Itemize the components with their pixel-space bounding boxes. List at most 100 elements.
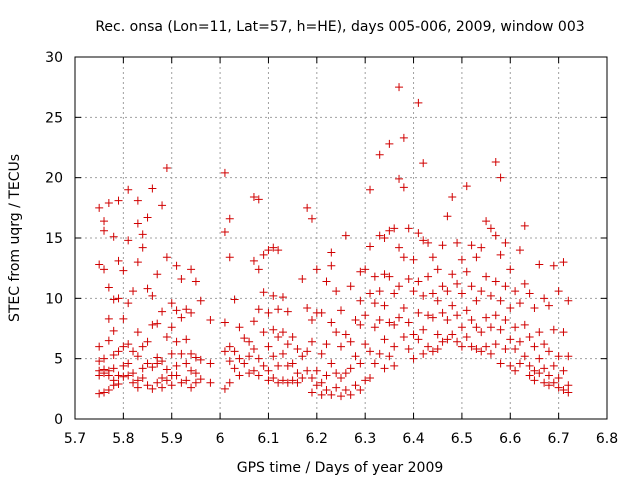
- data-point: [307, 373, 316, 382]
- data-point: [312, 381, 321, 390]
- data-point: [554, 287, 563, 296]
- data-point: [249, 317, 258, 326]
- data-point: [153, 270, 162, 279]
- data-point: [419, 325, 428, 334]
- data-point: [327, 318, 336, 327]
- data-point: [133, 352, 142, 361]
- data-point: [482, 342, 491, 351]
- data-point: [95, 357, 104, 366]
- data-point: [148, 320, 157, 329]
- data-point: [540, 340, 549, 349]
- data-point: [114, 256, 123, 265]
- data-point: [424, 272, 433, 281]
- axis-ticks: [74, 56, 608, 420]
- y-tick-label: 15: [45, 231, 63, 247]
- data-point: [477, 287, 486, 296]
- x-tick-label: 6.6: [499, 431, 521, 447]
- data-point: [191, 353, 200, 362]
- x-axis-label: GPS time / Days of year 2009: [237, 460, 444, 476]
- data-point: [419, 349, 428, 358]
- data-point: [544, 301, 553, 310]
- data-point: [375, 349, 384, 358]
- data-point: [366, 242, 375, 251]
- data-point: [327, 359, 336, 368]
- data-point: [520, 352, 529, 361]
- data-point: [467, 241, 476, 250]
- data-point: [191, 369, 200, 378]
- data-point: [424, 311, 433, 320]
- data-point: [506, 303, 515, 312]
- data-point: [254, 305, 263, 314]
- data-point: [438, 308, 447, 317]
- data-point: [274, 332, 283, 341]
- data-point: [419, 236, 428, 245]
- data-point: [119, 342, 128, 351]
- data-point: [540, 364, 549, 373]
- data-point: [341, 369, 350, 378]
- data-point: [225, 214, 234, 223]
- data-point: [264, 366, 273, 375]
- data-point: [153, 359, 162, 368]
- data-point: [206, 316, 215, 325]
- data-point: [511, 323, 520, 332]
- data-point: [332, 369, 341, 378]
- data-point: [138, 243, 147, 252]
- data-point: [486, 323, 495, 332]
- data-point: [404, 318, 413, 327]
- data-point: [346, 364, 355, 373]
- data-point: [317, 378, 326, 387]
- data-point: [520, 221, 529, 230]
- data-point: [385, 352, 394, 361]
- data-point: [491, 157, 500, 166]
- data-point: [254, 195, 263, 204]
- data-point: [143, 381, 152, 390]
- data-point: [515, 299, 524, 308]
- data-point: [187, 383, 196, 392]
- data-point: [544, 381, 553, 390]
- data-point: [187, 366, 196, 375]
- data-point: [327, 248, 336, 257]
- data-point: [288, 376, 297, 385]
- data-point: [443, 287, 452, 296]
- data-point: [129, 287, 138, 296]
- data-point: [264, 376, 273, 385]
- data-point: [143, 284, 152, 293]
- data-point: [457, 342, 466, 351]
- y-tick-label: 25: [45, 110, 63, 126]
- y-tick-label: 0: [54, 412, 63, 428]
- data-point: [375, 231, 384, 240]
- data-point: [356, 267, 365, 276]
- y-tick-label: 5: [54, 352, 63, 368]
- data-point: [303, 303, 312, 312]
- x-tick-label: 6.8: [596, 431, 618, 447]
- data-point: [278, 376, 287, 385]
- data-point: [496, 325, 505, 334]
- data-point: [525, 361, 534, 370]
- data-point: [148, 363, 157, 372]
- x-tick-label: 5.8: [112, 431, 134, 447]
- data-point: [129, 347, 138, 356]
- data-point: [133, 383, 142, 392]
- data-point: [148, 184, 157, 193]
- data-point: [264, 308, 273, 317]
- data-point: [453, 337, 462, 346]
- data-point: [554, 383, 563, 392]
- x-tick-label: 5.7: [64, 431, 86, 447]
- data-point: [361, 340, 370, 349]
- data-point: [307, 214, 316, 223]
- data-point: [366, 373, 375, 382]
- data-point: [230, 364, 239, 373]
- data-point: [167, 381, 176, 390]
- data-point: [298, 373, 307, 382]
- data-point: [104, 371, 113, 380]
- data-point: [293, 378, 302, 387]
- data-point: [249, 345, 258, 354]
- data-point: [298, 352, 307, 361]
- data-point: [467, 342, 476, 351]
- data-point: [390, 342, 399, 351]
- data-point: [366, 185, 375, 194]
- data-point: [124, 236, 133, 245]
- data-point: [187, 308, 196, 317]
- x-tick-label: 6.1: [257, 431, 279, 447]
